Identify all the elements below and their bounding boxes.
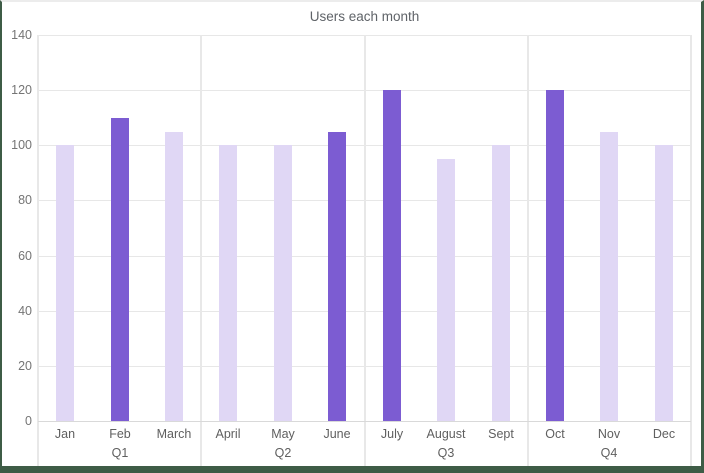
x-axis-line: [38, 421, 691, 422]
bar-nov: [600, 132, 618, 422]
y-tick-label: 20: [18, 359, 32, 373]
bar-april: [219, 145, 237, 421]
y-tick-label: 40: [18, 304, 32, 318]
x-tick-label: Dec: [652, 427, 676, 441]
bar-sept: [492, 145, 510, 421]
chart-title: Users each month: [309, 9, 420, 24]
bar-march: [165, 132, 183, 422]
x-tick-label: March: [156, 427, 192, 441]
y-tick-label: 140: [11, 28, 32, 42]
bar-dec: [655, 145, 673, 421]
bar-june: [328, 132, 346, 422]
y-axis-line: [37, 35, 39, 466]
quarter-separator-line: [364, 35, 366, 466]
y-tick-label: 60: [18, 249, 32, 263]
x-tick-label: Feb: [109, 427, 131, 441]
y-tick-label: 100: [11, 138, 32, 152]
x-tick-label: Nov: [597, 427, 621, 441]
x-tick-label: Jan: [54, 427, 76, 441]
x-tick-label: August: [426, 427, 466, 441]
quarter-separator-line: [200, 35, 202, 466]
x-tick-label: May: [271, 427, 295, 441]
quarter-label: Q4: [600, 446, 618, 460]
bar-august: [437, 159, 455, 421]
quarter-separator-line: [690, 35, 692, 466]
x-tick-label: June: [323, 427, 351, 441]
quarter-separator-line: [527, 35, 529, 466]
bar-oct: [546, 90, 564, 421]
x-tick-label: Oct: [545, 427, 565, 441]
y-tick-label: 0: [25, 414, 32, 428]
bar-july: [383, 90, 401, 421]
quarter-label: Q1: [111, 446, 129, 460]
quarter-label: Q2: [274, 446, 292, 460]
x-tick-label: Sept: [488, 427, 514, 441]
x-tick-label: April: [215, 427, 241, 441]
bar-may: [274, 145, 292, 421]
bar-feb: [111, 118, 129, 421]
y-tick-label: 80: [18, 193, 32, 207]
quarter-label: Q3: [437, 446, 455, 460]
y-tick-label: 120: [11, 83, 32, 97]
x-tick-label: July: [380, 427, 404, 441]
bar-jan: [56, 145, 74, 421]
